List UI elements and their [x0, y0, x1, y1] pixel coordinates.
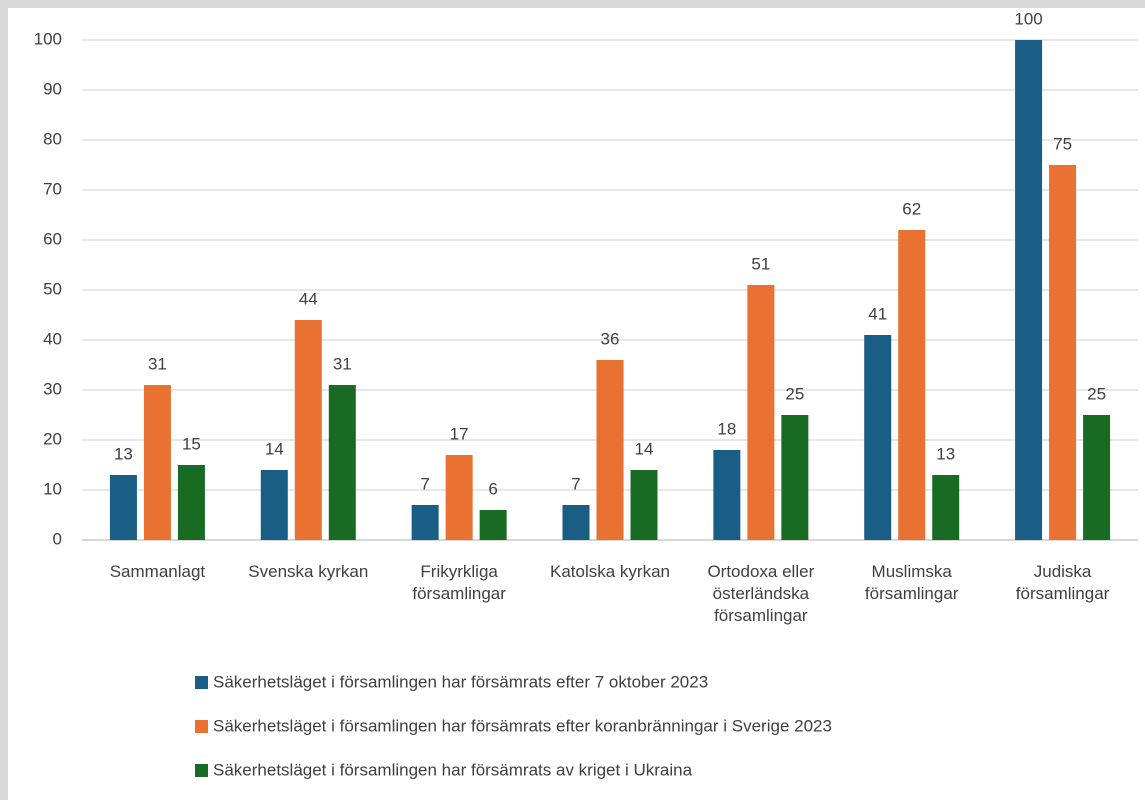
bar: [747, 285, 775, 540]
y-tick-label: 20: [43, 429, 62, 448]
bar: [294, 320, 322, 540]
bar: [109, 475, 137, 540]
bar: [596, 360, 624, 540]
bar: [864, 335, 892, 540]
legend-swatch: [195, 676, 208, 689]
y-tick-label: 50: [43, 279, 62, 298]
data-label: 25: [1087, 384, 1106, 403]
y-tick-label: 70: [43, 179, 62, 198]
bar: [1083, 415, 1111, 540]
data-label: 6: [488, 479, 497, 498]
bar: [177, 465, 205, 540]
data-label: 44: [299, 289, 318, 308]
bar: [630, 470, 658, 540]
bar: [562, 505, 590, 540]
bar: [445, 455, 473, 540]
data-label: 15: [182, 434, 201, 453]
data-label: 62: [902, 199, 921, 218]
data-label: 14: [265, 439, 284, 458]
y-tick-label: 30: [43, 379, 62, 398]
bar: [1049, 165, 1077, 540]
x-tick-label: Muslimska församlingar: [864, 562, 959, 603]
data-label: 41: [868, 304, 887, 323]
data-label: 31: [148, 354, 167, 373]
data-label: 100: [1014, 9, 1042, 28]
data-label: 18: [717, 419, 736, 438]
legend-swatch: [195, 720, 208, 733]
x-tick-label: Katolska kyrkan: [550, 562, 670, 581]
y-tick-label: 80: [43, 129, 62, 148]
bar: [1015, 40, 1043, 540]
data-label: 75: [1053, 134, 1072, 153]
bar: [328, 385, 356, 540]
data-label: 7: [420, 474, 429, 493]
y-tick-label: 10: [43, 479, 62, 498]
x-tick-label: Ortodoxa eller österländska församlingar: [707, 562, 815, 625]
x-tick-label: Sammanlagt: [109, 562, 206, 581]
bar: [260, 470, 288, 540]
y-tick-label: 90: [43, 79, 62, 98]
bar: [479, 510, 507, 540]
data-label: 14: [635, 439, 654, 458]
bar: [143, 385, 171, 540]
legend-label: Säkerhetsläget i församlingen har försäm…: [213, 672, 708, 691]
legend-label: Säkerhetsläget i församlingen har försäm…: [213, 716, 832, 735]
bar: [932, 475, 960, 540]
x-tick-label: Frikyrkliga församlingar: [412, 562, 506, 603]
data-label: 13: [936, 444, 955, 463]
y-tick-label: 100: [34, 29, 62, 48]
data-label: 13: [114, 444, 133, 463]
bar: [411, 505, 439, 540]
data-label: 25: [785, 384, 804, 403]
data-label: 7: [571, 474, 580, 493]
y-tick-label: 40: [43, 329, 62, 348]
y-tick-label: 0: [53, 529, 62, 548]
y-tick-label: 60: [43, 229, 62, 248]
data-label: 51: [751, 254, 770, 273]
data-label: 36: [601, 329, 620, 348]
bar: [898, 230, 926, 540]
data-label: 17: [450, 424, 469, 443]
bar: [713, 450, 741, 540]
data-label: 31: [333, 354, 352, 373]
legend-label: Säkerhetsläget i församlingen har försäm…: [213, 760, 693, 779]
x-tick-label: Svenska kyrkan: [248, 562, 369, 581]
x-tick-label: Judiska församlingar: [1015, 562, 1110, 603]
bar: [781, 415, 809, 540]
legend-swatch: [195, 764, 208, 777]
